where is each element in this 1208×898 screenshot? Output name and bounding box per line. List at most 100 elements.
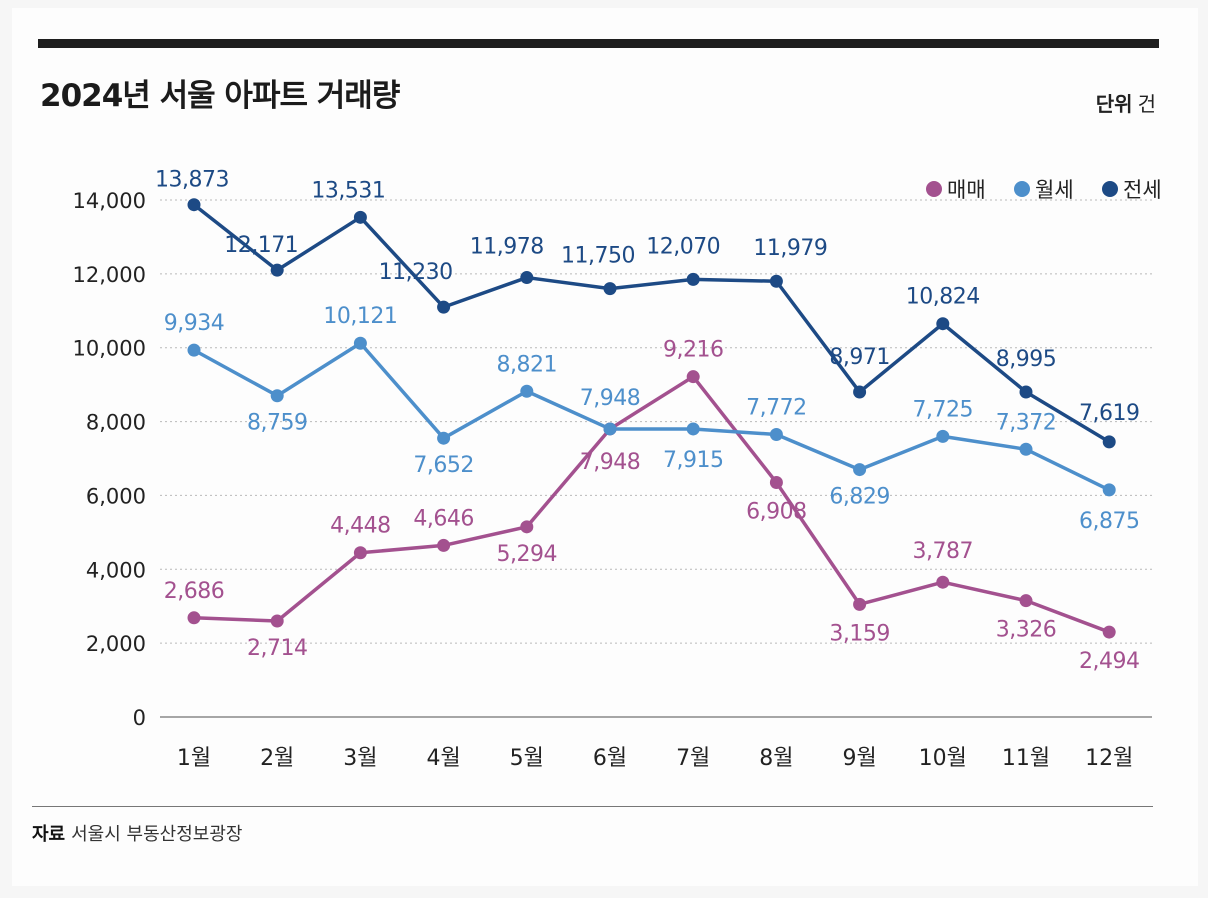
legend-marker xyxy=(1014,181,1030,197)
data-label: 7,948 xyxy=(580,450,640,475)
data-point xyxy=(353,546,367,560)
data-label: 13,873 xyxy=(155,168,229,193)
source-label: 자료 xyxy=(32,824,66,845)
data-point xyxy=(520,271,534,285)
data-point xyxy=(270,389,284,403)
data-point xyxy=(853,597,867,611)
data-point xyxy=(520,384,534,398)
data-label: 2,714 xyxy=(247,636,307,661)
data-point xyxy=(936,575,950,589)
data-label: 11,978 xyxy=(470,235,544,260)
data-point xyxy=(437,300,451,314)
data-label: 7,915 xyxy=(663,448,723,473)
y-tick-label: 2,000 xyxy=(86,632,146,656)
legend-label: 매매 xyxy=(947,178,986,202)
data-label: 8,759 xyxy=(247,411,307,436)
data-point xyxy=(437,431,451,445)
data-label: 10,121 xyxy=(323,304,397,329)
data-point xyxy=(769,427,783,441)
x-tick-label: 9월 xyxy=(842,746,876,771)
data-point xyxy=(603,282,617,296)
data-label: 3,326 xyxy=(996,618,1056,643)
data-point xyxy=(769,476,783,490)
data-label: 6,875 xyxy=(1079,509,1139,534)
x-tick-label: 7월 xyxy=(676,746,710,771)
data-point xyxy=(353,336,367,350)
data-label: 12,070 xyxy=(646,234,720,259)
x-tick-label: 10월 xyxy=(919,746,967,771)
x-tick-label: 3월 xyxy=(343,746,377,771)
data-label: 7,619 xyxy=(1079,401,1139,426)
y-tick-label: 0 xyxy=(133,706,146,730)
data-label: 9,934 xyxy=(164,311,224,336)
series-line-3 xyxy=(192,203,1111,444)
data-point xyxy=(853,385,867,399)
data-point xyxy=(187,611,201,625)
data-label: 4,646 xyxy=(413,506,473,531)
data-label: 2,686 xyxy=(164,579,224,604)
series-line-2 xyxy=(193,341,1110,492)
x-tick-label: 6월 xyxy=(593,746,627,771)
data-label: 7,652 xyxy=(413,453,473,478)
unit-value: 건 xyxy=(1137,92,1156,116)
x-tick-label: 1월 xyxy=(177,746,211,771)
data-label: 10,824 xyxy=(906,285,980,310)
x-tick-label: 11월 xyxy=(1002,746,1050,771)
data-label: 7,948 xyxy=(580,386,640,411)
x-tick-label: 2월 xyxy=(260,746,294,771)
data-label: 9,216 xyxy=(663,338,723,363)
data-point xyxy=(686,370,700,384)
data-point xyxy=(353,210,367,224)
legend-marker xyxy=(926,181,942,197)
data-point xyxy=(603,422,617,436)
data-point xyxy=(936,429,950,443)
unit-note: 단위 건 xyxy=(1096,88,1156,117)
data-point xyxy=(187,198,201,212)
data-point xyxy=(1019,442,1033,456)
y-tick-label: 6,000 xyxy=(86,484,146,508)
data-label: 11,230 xyxy=(379,260,453,285)
data-label: 7,372 xyxy=(996,410,1056,435)
y-tick-label: 4,000 xyxy=(86,558,146,582)
data-point xyxy=(853,463,867,477)
legend-marker xyxy=(1102,181,1118,197)
x-tick-label: 4월 xyxy=(426,746,460,771)
data-label: 4,448 xyxy=(330,514,390,539)
data-point xyxy=(769,274,783,288)
data-label: 8,971 xyxy=(829,345,889,370)
data-label: 6,829 xyxy=(829,485,889,510)
data-point xyxy=(1102,483,1116,497)
unit-label: 단위 xyxy=(1095,92,1133,116)
legend-label: 월세 xyxy=(1035,178,1074,202)
data-point xyxy=(686,422,700,436)
data-label: 7,772 xyxy=(746,395,806,420)
chart-title: 2024년 서울 아파트 거래량 xyxy=(40,78,400,114)
data-point xyxy=(520,520,534,534)
data-point xyxy=(936,317,950,331)
data-label: 11,750 xyxy=(561,244,635,269)
data-label: 12,171 xyxy=(224,233,298,258)
data-label: 7,725 xyxy=(913,397,973,422)
data-point xyxy=(270,263,284,277)
data-point xyxy=(1102,435,1116,449)
data-point xyxy=(270,614,284,628)
data-label: 8,821 xyxy=(497,352,557,377)
data-point xyxy=(686,272,700,286)
data-label: 3,787 xyxy=(913,539,973,564)
data-point xyxy=(1019,385,1033,399)
data-point xyxy=(437,538,451,552)
data-label: 13,531 xyxy=(311,178,385,203)
data-label: 2,494 xyxy=(1079,649,1139,674)
x-tick-label: 8월 xyxy=(759,746,793,771)
data-point xyxy=(1019,594,1033,608)
x-tick-label: 5월 xyxy=(510,746,544,771)
y-tick-label: 10,000 xyxy=(73,337,146,361)
source-text: 서울시 부동산정보광장 xyxy=(71,824,243,845)
data-point xyxy=(1102,625,1116,639)
y-tick-label: 14,000 xyxy=(73,189,146,213)
y-tick-label: 8,000 xyxy=(86,411,146,435)
y-tick-label: 12,000 xyxy=(73,263,146,287)
x-tick-label: 12월 xyxy=(1085,746,1133,771)
series-line-1 xyxy=(193,374,1110,634)
